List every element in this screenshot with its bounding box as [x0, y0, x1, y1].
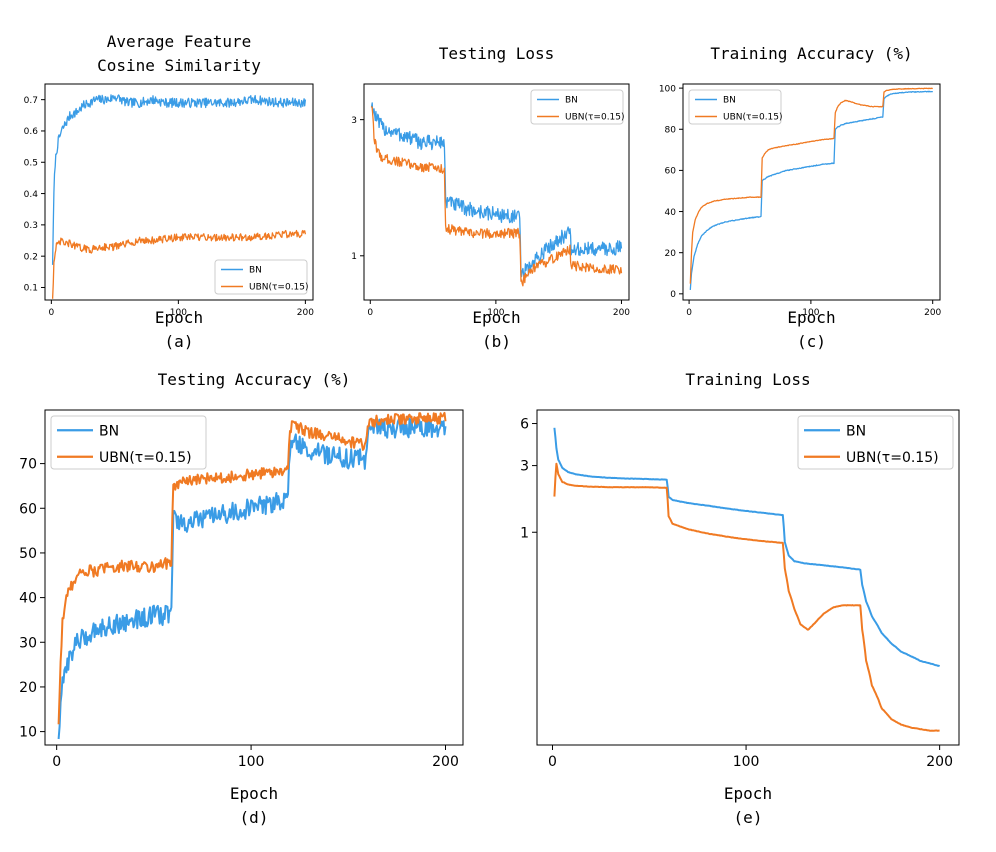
x-tick-label: 100	[802, 308, 819, 318]
y-tick-label: 3	[520, 459, 529, 475]
subfigure-caption: (a)	[165, 332, 194, 351]
legend-label: BN	[565, 96, 578, 106]
x-tick-label: 100	[238, 754, 265, 770]
x-tick-label: 100	[487, 308, 504, 318]
x-tick-label: 0	[548, 754, 557, 770]
legend-label: UBN(τ=0.15)	[249, 283, 309, 293]
y-tick-label: 0.4	[24, 190, 39, 200]
y-tick-label: 1	[351, 252, 357, 262]
x-axis-label: Epoch	[472, 308, 520, 327]
series-line-ubn	[689, 87, 933, 284]
series-line-bn	[553, 427, 941, 668]
legend-label: BN	[846, 423, 866, 439]
y-tick-label: 100	[659, 84, 676, 94]
chart-e-title: Training Loss	[685, 370, 810, 389]
x-tick-label: 100	[733, 754, 760, 770]
x-tick-label: 0	[686, 308, 692, 318]
y-tick-label: 0.2	[24, 252, 38, 262]
y-tick-label: 3	[351, 116, 357, 126]
legend-label: UBN(τ=0.15)	[565, 113, 625, 123]
y-tick-label: 80	[665, 125, 677, 135]
y-tick-label: 0.3	[24, 221, 38, 231]
x-tick-label: 0	[48, 308, 54, 318]
legend-label: UBN(τ=0.15)	[723, 113, 783, 123]
x-tick-label: 200	[297, 308, 314, 318]
y-tick-label: 20	[19, 680, 37, 696]
x-axis-label: Epoch	[724, 784, 772, 803]
subfigure-caption: (d)	[240, 808, 269, 827]
chart-b-title: Testing Loss	[439, 44, 555, 63]
plot-frame	[44, 409, 464, 746]
legend-label: BN	[99, 423, 119, 439]
y-tick-label: 60	[19, 501, 37, 517]
x-tick-label: 200	[613, 308, 630, 318]
series-line-ubn	[553, 462, 940, 732]
legend: BN UBN(τ=0.15)	[797, 415, 954, 470]
chart-b: Testing Loss 0 100 200 1 3 Epoch (b) BN UBN(τ=0.1…	[351, 44, 630, 351]
plot-frame	[682, 83, 941, 301]
y-tick-label: 50	[19, 546, 37, 562]
series-line-bn	[57, 417, 447, 740]
y-tick-label: 1	[520, 525, 529, 541]
y-tick-label: 40	[19, 591, 37, 607]
chart-c: Training Accuracy (%) 0 100 200 0 20 40 60 80 100…	[659, 44, 942, 351]
series-line-bn	[370, 102, 623, 280]
legend: BN UBN(τ=0.15)	[530, 89, 625, 125]
y-tick-label: 40	[665, 208, 677, 218]
chart-c-title: Training Accuracy (%)	[710, 44, 912, 63]
x-tick-label: 100	[170, 308, 187, 318]
x-axis-label: Epoch	[787, 308, 835, 327]
chart-a-title: Cosine Similarity	[97, 56, 261, 75]
y-tick-label: 0.5	[24, 159, 38, 169]
y-tick-label: 0.7	[24, 96, 38, 106]
x-tick-label: 200	[926, 754, 953, 770]
legend-box	[530, 89, 624, 125]
legend-box	[688, 89, 782, 125]
legend-label: UBN(τ=0.15)	[99, 450, 192, 466]
legend: BN UBN(τ=0.15)	[214, 259, 309, 295]
chart-a-title: Average Feature	[107, 32, 252, 51]
legend-label: UBN(τ=0.15)	[846, 450, 939, 466]
x-tick-label: 0	[52, 754, 61, 770]
legend: BN UBN(τ=0.15)	[688, 89, 783, 125]
series-line-ubn	[57, 411, 447, 725]
series-line-bn	[51, 94, 307, 265]
y-tick-label: 0.1	[24, 284, 38, 294]
subfigure-caption: (c)	[797, 332, 826, 351]
y-tick-label: 20	[665, 249, 677, 259]
x-tick-label: 0	[367, 308, 373, 318]
chart-d: Testing Accuracy (%) 0 100 200 10 20 30 40 50 60 7…	[19, 370, 464, 827]
legend-box	[214, 259, 308, 295]
legend-label: BN	[723, 96, 736, 106]
y-tick-label: 6	[520, 417, 529, 433]
plot-frame	[536, 409, 960, 746]
series-line-ubn	[51, 229, 307, 299]
y-tick-label: 60	[665, 167, 677, 177]
series-line-bn	[689, 90, 934, 290]
series-line-ubn	[370, 106, 623, 287]
y-tick-label: 10	[19, 725, 37, 741]
plot-frame	[44, 83, 314, 301]
y-tick-label: 0	[670, 290, 676, 300]
chart-d-title: Testing Accuracy (%)	[158, 370, 351, 389]
x-axis-label: Epoch	[230, 784, 278, 803]
y-tick-label: 70	[19, 457, 37, 473]
x-tick-label: 200	[924, 308, 941, 318]
x-axis-label: Epoch	[155, 308, 203, 327]
subfigure-caption: (e)	[734, 808, 763, 827]
chart-e: Training Loss 0 100 200 1 3 6 Epoch (e) BN UBN(τ=0…	[520, 370, 960, 827]
legend: BN UBN(τ=0.15)	[50, 415, 207, 470]
y-tick-label: 0.6	[24, 127, 39, 137]
chart-a: Average Feature Cosine Similarity 0 100 200 0…	[24, 32, 315, 351]
plot-frame	[363, 83, 630, 301]
legend-label: BN	[249, 266, 262, 276]
subfigure-caption: (b)	[482, 332, 511, 351]
y-tick-label: 30	[19, 635, 37, 651]
x-tick-label: 200	[432, 754, 459, 770]
